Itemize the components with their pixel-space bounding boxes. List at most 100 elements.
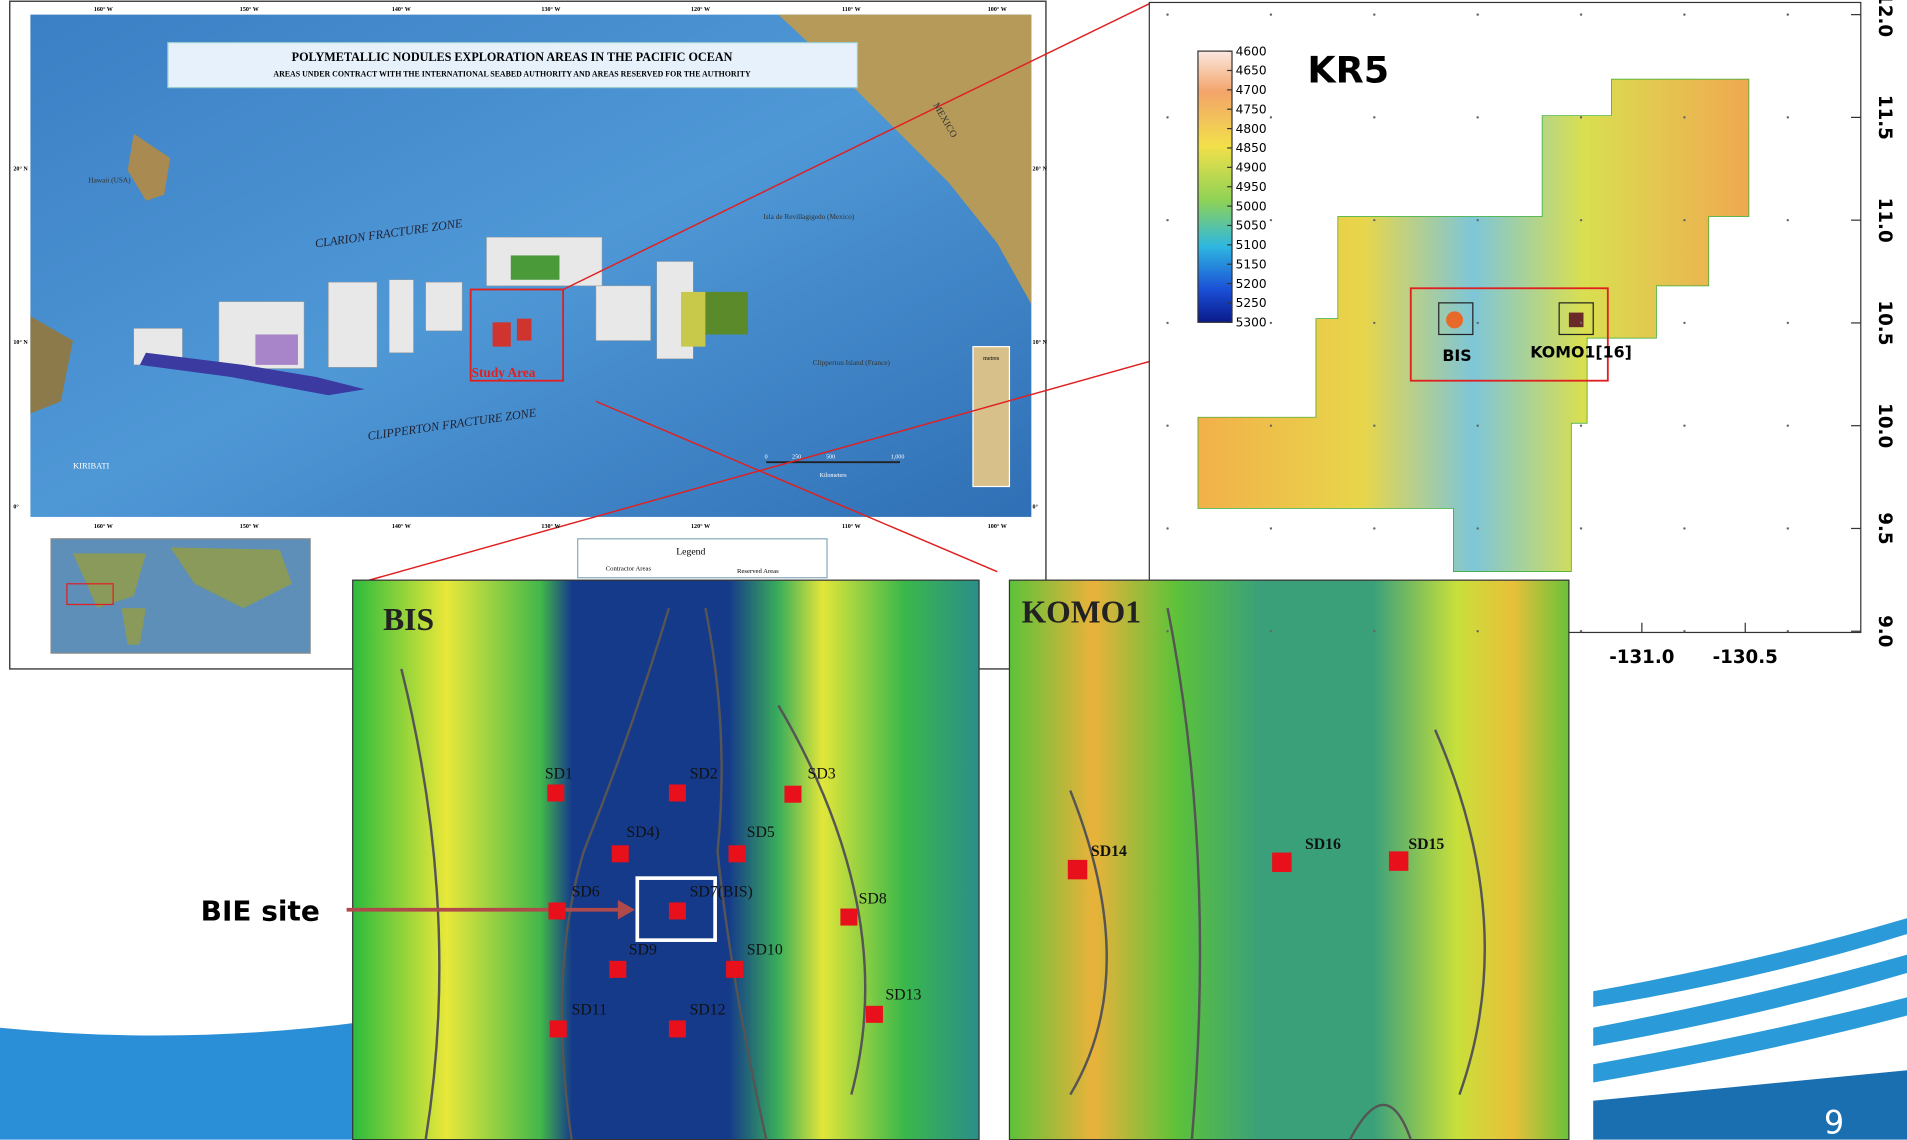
longitude-label: 140° W bbox=[392, 523, 411, 530]
station-marker bbox=[669, 1020, 686, 1037]
grid-dot bbox=[1166, 322, 1168, 324]
bis-map bbox=[353, 580, 979, 1139]
scale-unit: Kilometers bbox=[820, 473, 848, 479]
station-marker bbox=[840, 909, 857, 926]
longitude-label: 130° W bbox=[541, 6, 560, 13]
station-marker bbox=[784, 786, 801, 803]
longitude-label: 100° W bbox=[988, 6, 1007, 13]
lat-label: 10.5 bbox=[1874, 300, 1895, 345]
colorbar-label: 4600 bbox=[1236, 44, 1267, 58]
station-label: SD11 bbox=[572, 1001, 607, 1018]
grid-dot bbox=[1683, 13, 1685, 15]
longitude-label: 160° W bbox=[94, 6, 113, 13]
station-marker bbox=[612, 845, 629, 862]
colorbar-label: 4750 bbox=[1236, 102, 1267, 116]
colorbar-label: 4850 bbox=[1236, 141, 1267, 155]
station-label: SD3 bbox=[808, 765, 836, 782]
lat-label: 10.0 bbox=[1874, 403, 1895, 448]
grid-dot bbox=[1166, 527, 1168, 529]
grid-dot bbox=[1270, 527, 1272, 529]
legend-title: Legend bbox=[676, 547, 705, 558]
legend-item: Reserved Areas bbox=[737, 568, 779, 575]
station-label: SD15 bbox=[1408, 836, 1444, 853]
grid-dot bbox=[1476, 527, 1478, 529]
station-label: SD14 bbox=[1091, 843, 1127, 860]
slide: POLYMETALLIC NODULES EXPLORATION AREAS I… bbox=[0, 0, 1907, 1140]
map-feature-label: Study Area bbox=[472, 365, 536, 380]
bis-title: BIS bbox=[383, 602, 434, 637]
station-marker bbox=[1272, 853, 1291, 872]
station-label: SD2 bbox=[690, 765, 718, 782]
grid-dot bbox=[1683, 322, 1685, 324]
grid-dot bbox=[1270, 322, 1272, 324]
colorbar-label: 5300 bbox=[1236, 316, 1267, 330]
grid-dot bbox=[1166, 13, 1168, 15]
grid-dot bbox=[1787, 116, 1789, 118]
grid-dot bbox=[1476, 424, 1478, 426]
grid-dot bbox=[1580, 527, 1582, 529]
page-number: 9 bbox=[1824, 1106, 1844, 1140]
station-label: SD10 bbox=[747, 942, 783, 959]
depth-unit: metres bbox=[983, 356, 1000, 362]
grid-dot bbox=[1270, 116, 1272, 118]
station-marker bbox=[549, 902, 566, 919]
station-label: SD9 bbox=[629, 942, 657, 959]
longitude-label: 120° W bbox=[691, 523, 710, 530]
site-label: KOMO1[16] bbox=[1530, 343, 1632, 362]
latitude-label: 10° N bbox=[13, 339, 28, 346]
grid-dot bbox=[1166, 116, 1168, 118]
grid-dot bbox=[1580, 13, 1582, 15]
site-label: BIS bbox=[1442, 346, 1471, 365]
latitude-label: 0° bbox=[13, 503, 19, 510]
legend-item: Contractor Areas bbox=[606, 565, 652, 572]
station-marker bbox=[669, 902, 686, 919]
grid-dot bbox=[1373, 527, 1375, 529]
grid-dot bbox=[1476, 630, 1478, 632]
grid-dot bbox=[1373, 424, 1375, 426]
map-feature-label: Isla de Revillagigedo (Mexico) bbox=[763, 213, 854, 221]
swoosh bbox=[0, 1022, 365, 1140]
station-marker bbox=[866, 1006, 883, 1023]
grid-dot bbox=[1683, 424, 1685, 426]
grid-dot bbox=[1580, 322, 1582, 324]
map-feature-label: KIRIBATI bbox=[73, 460, 110, 470]
station-marker bbox=[729, 845, 746, 862]
colorbar-label: 5150 bbox=[1236, 257, 1267, 271]
station-label: SD1 bbox=[545, 765, 573, 782]
grid-dot bbox=[1373, 116, 1375, 118]
stripes bbox=[1593, 918, 1907, 1139]
grid-dot bbox=[1787, 424, 1789, 426]
colorbar-label: 4900 bbox=[1236, 161, 1267, 175]
station-marker bbox=[550, 1020, 567, 1037]
latitude-label: 0° bbox=[1033, 503, 1039, 510]
map-subtitle: AREAS UNDER CONTRACT WITH THE INTERNATIO… bbox=[273, 70, 751, 79]
pacific-map bbox=[10, 1, 1046, 669]
grid-dot bbox=[1787, 13, 1789, 15]
grid-dot bbox=[1476, 322, 1478, 324]
colorbar-label: 4950 bbox=[1236, 180, 1267, 194]
grid-dot bbox=[1270, 630, 1272, 632]
longitude-label: 150° W bbox=[240, 523, 259, 530]
grid-dot bbox=[1580, 219, 1582, 221]
grid-dot bbox=[1683, 219, 1685, 221]
grid-dot bbox=[1580, 630, 1582, 632]
grid-dot bbox=[1166, 424, 1168, 426]
colorbar-label: 5200 bbox=[1236, 277, 1267, 291]
page: { "pacific_map": { "title": "POLYMETALLI… bbox=[0, 0, 1907, 1140]
lat-label: 11.5 bbox=[1874, 95, 1895, 140]
grid-dot bbox=[1270, 219, 1272, 221]
grid-dot bbox=[1787, 630, 1789, 632]
grid-dot bbox=[1270, 424, 1272, 426]
longitude-label: 100° W bbox=[988, 523, 1007, 530]
lat-label: 11.0 bbox=[1874, 198, 1895, 243]
colorbar-label: 4800 bbox=[1236, 122, 1267, 136]
grid-dot bbox=[1683, 116, 1685, 118]
latitude-label: 10° N bbox=[1033, 339, 1048, 346]
scale-label: 1,000 bbox=[891, 455, 905, 461]
grid-dot bbox=[1373, 322, 1375, 324]
colorbar-label: 5100 bbox=[1236, 238, 1267, 252]
colorbar-label: 5250 bbox=[1236, 296, 1267, 310]
grid-dot bbox=[1683, 527, 1685, 529]
grid-dot bbox=[1683, 630, 1685, 632]
grid-dot bbox=[1373, 630, 1375, 632]
